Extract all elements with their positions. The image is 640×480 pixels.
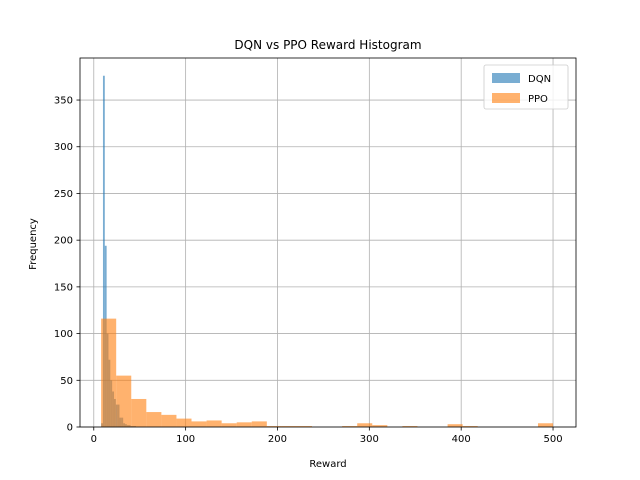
histogram-bar [266, 426, 282, 427]
histogram-bar [131, 398, 147, 427]
chart-title: DQN vs PPO Reward Histogram [234, 38, 421, 52]
y-tick-label: 0 [67, 423, 73, 434]
x-tick-label: 500 [543, 434, 562, 445]
histogram-bar [176, 418, 192, 427]
legend-label-dqn: DQN [528, 74, 551, 85]
histogram-bar [251, 421, 267, 427]
series-ppo-bars [101, 318, 554, 427]
histogram-bar [236, 422, 252, 427]
x-tick-label: 100 [176, 434, 195, 445]
legend: DQN PPO [483, 64, 569, 110]
grid-lines [80, 58, 576, 428]
legend-label-ppo: PPO [528, 94, 548, 105]
y-tick-label: 50 [60, 376, 73, 387]
histogram-bar [206, 420, 222, 427]
y-tick-label: 300 [54, 142, 73, 153]
histogram-bar [462, 426, 478, 427]
histogram-bar [296, 426, 313, 427]
y-tick-label: 100 [54, 329, 73, 340]
histogram-bar [537, 423, 554, 427]
x-axis-title: Reward [309, 459, 346, 470]
axis-ticks: 0 100 200 300 400 500 0 50 100 150 200 250 300 350 [54, 96, 563, 445]
histogram-bar [161, 414, 177, 427]
y-tick-label: 200 [54, 236, 73, 247]
x-tick-label: 200 [268, 434, 287, 445]
legend-swatch-dqn [492, 73, 520, 83]
x-tick-label: 300 [360, 434, 379, 445]
histogram-bar [146, 412, 162, 427]
histogram-bar [357, 423, 373, 427]
y-tick-label: 350 [54, 96, 73, 107]
legend-swatch-ppo [492, 93, 520, 103]
histogram-bar [281, 426, 297, 427]
y-tick-label: 150 [54, 282, 73, 293]
x-tick-label: 400 [452, 434, 471, 445]
histogram-bar [116, 375, 132, 427]
histogram-bar [342, 426, 358, 427]
histogram-bar [191, 421, 207, 427]
histogram-bars [101, 75, 554, 428]
histogram-bar [102, 75, 105, 428]
histogram-bar [372, 425, 388, 427]
histogram-bar [101, 318, 117, 427]
y-axis-title: Frequency [28, 218, 39, 270]
x-tick-label: 0 [91, 434, 97, 445]
histogram-bar [402, 426, 418, 427]
histogram-bar [447, 424, 463, 427]
plot-frame [79, 57, 577, 428]
y-tick-label: 250 [54, 189, 73, 200]
histogram-bar [221, 423, 237, 427]
